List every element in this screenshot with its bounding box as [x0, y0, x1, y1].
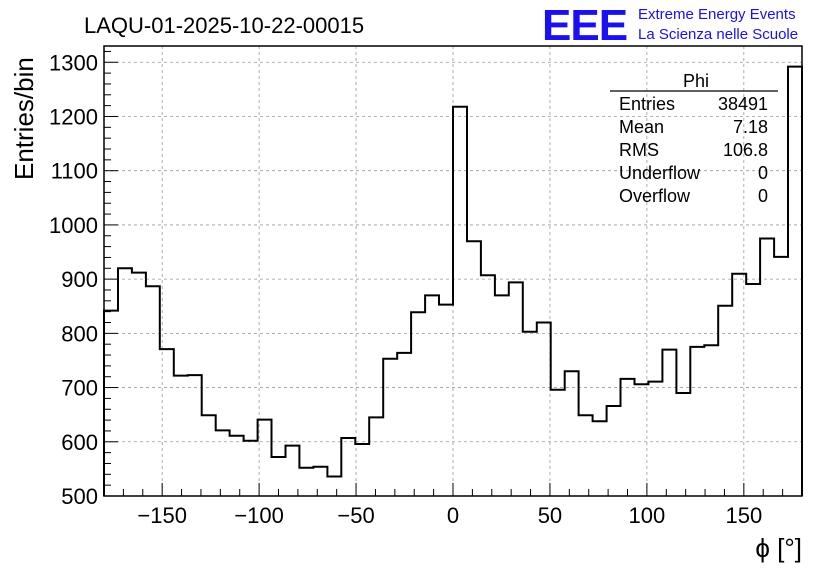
histogram-bin — [467, 241, 481, 496]
x-tick-label: 150 — [725, 503, 762, 528]
histogram-bin — [160, 349, 174, 496]
stats-overflow-label: Overflow — [619, 186, 691, 206]
histogram-bin — [662, 350, 676, 496]
stats-rms-value: 106.8 — [723, 140, 768, 160]
x-tick-label: 100 — [629, 503, 666, 528]
histogram-bin — [718, 306, 732, 496]
histogram-bin — [383, 359, 397, 496]
histogram-bin — [313, 467, 327, 496]
histogram-bin — [760, 238, 774, 496]
stats-mean-label: Mean — [619, 117, 664, 137]
histogram-series — [103, 65, 803, 496]
stats-box: Phi Entries 38491 Mean 7.18 RMS 106.8 Un… — [610, 71, 778, 206]
y-tick-label: 1100 — [51, 159, 98, 184]
histogram-bin — [244, 441, 258, 496]
histogram-bin — [397, 353, 411, 496]
histogram-bin — [788, 67, 802, 496]
y-axis-title: Entries/bin — [9, 57, 39, 180]
x-axis: −150 −100 −50 0 50 100 150 — [103, 483, 803, 528]
chart-title: LAQU-01-2025-10-22-00015 — [84, 13, 364, 38]
histogram-bin — [676, 393, 690, 496]
histogram-bin — [132, 273, 146, 496]
histogram-bin — [509, 282, 523, 496]
histogram-bin — [607, 406, 621, 496]
histogram-bin — [230, 436, 244, 496]
x-axis-title: ϕ [°] — [755, 533, 802, 563]
histogram-bin — [537, 323, 551, 496]
histogram-bin — [453, 107, 467, 496]
y-tick-label: 800 — [61, 321, 98, 346]
histogram-bin — [202, 415, 216, 496]
histogram-bin — [732, 274, 746, 496]
stats-overflow-value: 0 — [758, 186, 768, 206]
histogram-bin — [146, 286, 160, 496]
histogram-bin — [551, 390, 565, 496]
y-tick-label: 600 — [61, 430, 98, 455]
histogram-bin — [579, 415, 593, 496]
stats-underflow-value: 0 — [758, 163, 768, 183]
y-tick-label: 500 — [61, 484, 98, 509]
y-tick-label: 1000 — [49, 213, 98, 238]
x-tick-label: −100 — [234, 503, 284, 528]
histogram-bin — [258, 420, 272, 496]
histogram-bin — [299, 468, 313, 496]
x-tick-label: −50 — [337, 503, 374, 528]
histogram-bin — [355, 444, 369, 496]
x-tick-label: 0 — [447, 503, 459, 528]
stats-rms-label: RMS — [619, 140, 659, 160]
histogram-bin — [621, 379, 635, 496]
histogram-bin — [523, 332, 537, 496]
histogram-bin — [690, 347, 704, 496]
stats-entries-label: Entries — [619, 94, 675, 114]
histogram-bin — [481, 275, 495, 496]
histogram-bin — [565, 371, 579, 496]
histogram-bin — [634, 384, 648, 496]
histogram-bin — [369, 417, 383, 496]
eee-logo: EEE Extreme Energy Events La Scienza nel… — [542, 1, 798, 50]
y-tick-label: 700 — [61, 376, 98, 401]
stats-mean-value: 7.18 — [733, 117, 768, 137]
stats-entries-value: 38491 — [718, 94, 768, 114]
histogram-bin — [174, 376, 188, 496]
histogram-bin — [648, 382, 662, 496]
histogram-bin — [411, 312, 425, 496]
histogram-bin — [104, 311, 118, 496]
x-tick-label: −150 — [137, 503, 187, 528]
histogram-bin — [118, 268, 132, 496]
histogram-bin — [285, 446, 299, 496]
stats-name: Phi — [683, 71, 709, 91]
histogram-bin — [439, 305, 453, 496]
y-tick-label: 1300 — [49, 50, 98, 75]
logo-line-1: Extreme Energy Events — [638, 6, 796, 23]
x-tick-label: 50 — [538, 503, 562, 528]
histogram-bin — [341, 438, 355, 496]
stats-underflow-label: Underflow — [619, 163, 701, 183]
histogram-bin — [327, 476, 341, 496]
histogram-bin — [495, 295, 509, 496]
histogram-line — [103, 65, 803, 496]
histogram-bin — [746, 284, 760, 496]
y-tick-label: 900 — [61, 267, 98, 292]
y-axis: 500 600 700 800 900 1000 1100 1200 1300 — [49, 50, 118, 509]
histogram-bin — [188, 375, 202, 496]
histogram-bin — [774, 257, 788, 496]
histogram-bin — [593, 421, 607, 496]
histogram-bin — [216, 430, 230, 496]
y-tick-label: 1200 — [49, 104, 98, 129]
histogram-bin — [425, 295, 439, 496]
histogram-bin — [704, 345, 718, 496]
logo-mark: EEE — [542, 1, 627, 50]
logo-line-2: La Scienza nelle Scuole — [638, 26, 798, 43]
